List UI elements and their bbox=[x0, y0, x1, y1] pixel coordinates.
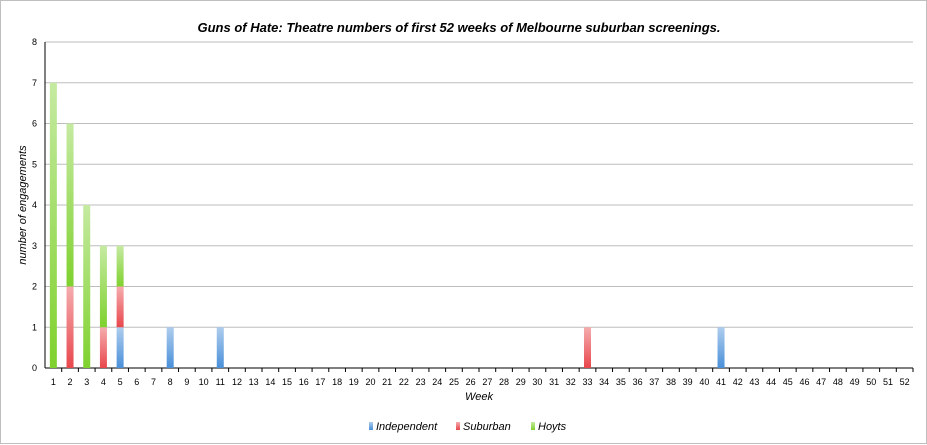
x-tick-label: 18 bbox=[332, 377, 342, 387]
y-axis-label: number of engagements bbox=[17, 145, 29, 265]
y-tick-label: 5 bbox=[32, 159, 37, 169]
x-tick-label: 45 bbox=[783, 377, 793, 387]
x-tick-label: 10 bbox=[199, 377, 209, 387]
y-tick-label: 3 bbox=[32, 241, 37, 251]
y-tick-label: 0 bbox=[32, 363, 37, 373]
legend-label-suburban: Suburban bbox=[463, 421, 511, 433]
x-tick-label: 39 bbox=[683, 377, 693, 387]
bar-suburban-week-2 bbox=[66, 286, 74, 368]
bar-suburban-week-33 bbox=[583, 327, 592, 368]
chart-title: Guns of Hate: Theatre numbers of first 5… bbox=[198, 20, 721, 35]
y-tick-labels: 0 1 2 3 4 5 6 7 8 bbox=[32, 37, 37, 373]
x-tick-label: 51 bbox=[883, 377, 893, 387]
legend: Independent Suburban Hoyts bbox=[369, 421, 567, 433]
x-tick-label: 27 bbox=[482, 377, 492, 387]
x-tick-label: 7 bbox=[151, 377, 156, 387]
bar-hoyts-week-5 bbox=[116, 245, 124, 287]
y-tick-label: 6 bbox=[32, 119, 37, 129]
x-tick-label: 26 bbox=[466, 377, 476, 387]
x-tick-label: 42 bbox=[733, 377, 743, 387]
gridlines bbox=[44, 41, 913, 369]
bar-hoyts-week-4 bbox=[99, 245, 107, 328]
y-tick-label: 4 bbox=[32, 200, 37, 210]
x-tick-label: 2 bbox=[68, 377, 73, 387]
legend-swatch-suburban bbox=[456, 422, 460, 430]
x-axis-label: Week bbox=[465, 391, 493, 403]
x-tick-label: 32 bbox=[566, 377, 576, 387]
bar-independent-week-11 bbox=[216, 327, 224, 368]
legend-swatch-hoyts bbox=[531, 422, 535, 430]
x-tick-label: 47 bbox=[816, 377, 826, 387]
x-tick-label: 3 bbox=[84, 377, 89, 387]
x-tick-label: 52 bbox=[900, 377, 910, 387]
x-tick-label: 20 bbox=[365, 377, 375, 387]
x-tick-label: 36 bbox=[633, 377, 643, 387]
x-tick-label: 29 bbox=[516, 377, 526, 387]
y-tick-label: 7 bbox=[32, 78, 37, 88]
x-tick-label: 46 bbox=[799, 377, 809, 387]
x-tick-label: 31 bbox=[549, 377, 559, 387]
x-tick-label: 12 bbox=[232, 377, 242, 387]
x-tick-label: 41 bbox=[716, 377, 726, 387]
x-tick-label: 44 bbox=[766, 377, 776, 387]
x-tick-label: 9 bbox=[184, 377, 189, 387]
x-tick-label: 24 bbox=[432, 377, 442, 387]
x-tick-label: 5 bbox=[118, 377, 123, 387]
x-tick-label: 33 bbox=[582, 377, 592, 387]
x-tick-label: 6 bbox=[134, 377, 139, 387]
x-tick-label: 17 bbox=[315, 377, 325, 387]
x-tick-label: 14 bbox=[265, 377, 275, 387]
x-tick-label: 48 bbox=[833, 377, 843, 387]
bars bbox=[49, 82, 725, 368]
x-tick-label: 16 bbox=[299, 377, 309, 387]
x-tick-label: 37 bbox=[649, 377, 659, 387]
x-tick-label: 21 bbox=[382, 377, 392, 387]
bar-hoyts-week-2 bbox=[66, 123, 74, 287]
x-tick-labels: 1 2 3 4 5 6 7 8 9 10 11 12 13 14 15 16 17 18 19 20 21 22 23 24 2… bbox=[51, 368, 914, 387]
legend-label-independent: Independent bbox=[376, 421, 438, 433]
x-tick-label: 49 bbox=[850, 377, 860, 387]
bar-suburban-week-5 bbox=[116, 286, 124, 328]
y-tick-label: 2 bbox=[32, 282, 37, 292]
x-tick-label: 4 bbox=[101, 377, 106, 387]
x-tick-label: 19 bbox=[349, 377, 359, 387]
x-tick-label: 8 bbox=[168, 377, 173, 387]
x-tick-label: 13 bbox=[249, 377, 259, 387]
y-tick-label: 8 bbox=[32, 37, 37, 47]
bar-independent-week-41 bbox=[717, 327, 725, 368]
x-tick-label: 34 bbox=[599, 377, 609, 387]
x-tick-label: 40 bbox=[699, 377, 709, 387]
x-tick-label: 25 bbox=[449, 377, 459, 387]
x-tick-label: 28 bbox=[499, 377, 509, 387]
x-tick-label: 43 bbox=[749, 377, 759, 387]
x-tick-label: 38 bbox=[666, 377, 676, 387]
bar-independent-week-5 bbox=[116, 327, 124, 368]
bar-hoyts-week-3 bbox=[83, 205, 91, 368]
legend-swatch-independent bbox=[369, 422, 373, 430]
x-tick-label: 1 bbox=[51, 377, 56, 387]
bar-suburban-week-4 bbox=[99, 327, 107, 368]
x-tick-label: 50 bbox=[866, 377, 876, 387]
legend-label-hoyts: Hoyts bbox=[538, 421, 567, 433]
bar-independent-week-8 bbox=[166, 327, 174, 368]
x-tick-label: 15 bbox=[282, 377, 292, 387]
x-tick-label: 35 bbox=[616, 377, 626, 387]
x-tick-label: 22 bbox=[399, 377, 409, 387]
x-tick-label: 23 bbox=[416, 377, 426, 387]
x-tick-label: 11 bbox=[216, 377, 225, 387]
x-tick-label: 30 bbox=[532, 377, 542, 387]
bar-hoyts-week-1 bbox=[49, 82, 57, 368]
y-tick-label: 1 bbox=[32, 322, 37, 332]
